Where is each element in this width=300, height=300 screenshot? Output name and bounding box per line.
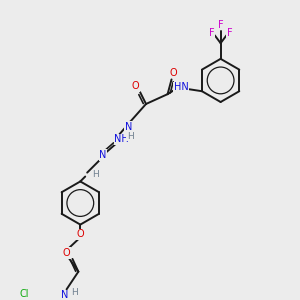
Text: O: O — [131, 81, 139, 91]
Text: N: N — [99, 150, 106, 160]
Text: F: F — [218, 20, 224, 29]
Text: N: N — [125, 122, 132, 131]
Text: HN: HN — [174, 82, 189, 92]
Text: H: H — [127, 132, 134, 141]
Text: O: O — [76, 230, 84, 239]
Text: F: F — [226, 28, 232, 38]
Text: H: H — [71, 288, 78, 297]
Text: H: H — [92, 170, 98, 179]
Text: N: N — [61, 290, 68, 300]
Text: NH: NH — [114, 134, 129, 144]
Text: F: F — [209, 28, 214, 38]
Text: O: O — [170, 68, 177, 78]
Text: Cl: Cl — [20, 289, 29, 299]
Text: O: O — [63, 248, 70, 258]
